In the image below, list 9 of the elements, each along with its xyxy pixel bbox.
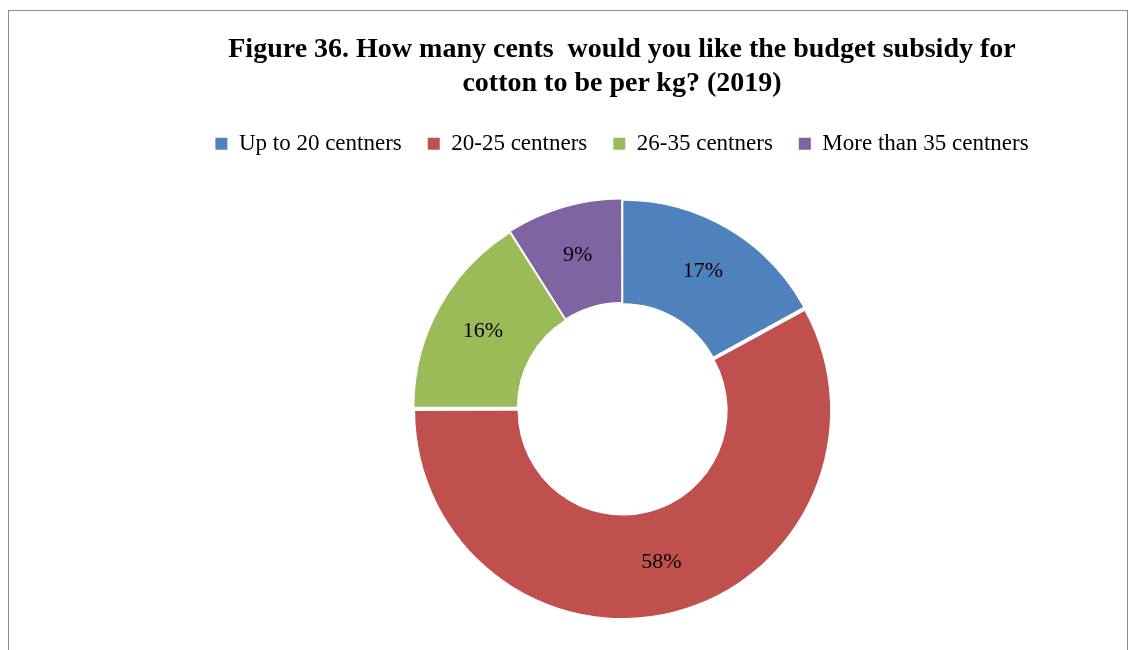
data-label: 58% xyxy=(641,547,682,573)
legend-label: Up to 20 centners xyxy=(238,129,402,155)
legend-label: 20-25 centners xyxy=(451,129,588,155)
data-label: 17% xyxy=(682,257,723,283)
data-label: 16% xyxy=(462,317,504,343)
legend-label: 26-35 centners xyxy=(636,129,773,155)
chart-title: Figure 36. How many cents would you like the budget subsidy for cotton to be per kg? (2019) xyxy=(228,32,1016,97)
legend-label: More than 35 centners xyxy=(822,129,1029,155)
data-label: 9% xyxy=(563,241,593,267)
